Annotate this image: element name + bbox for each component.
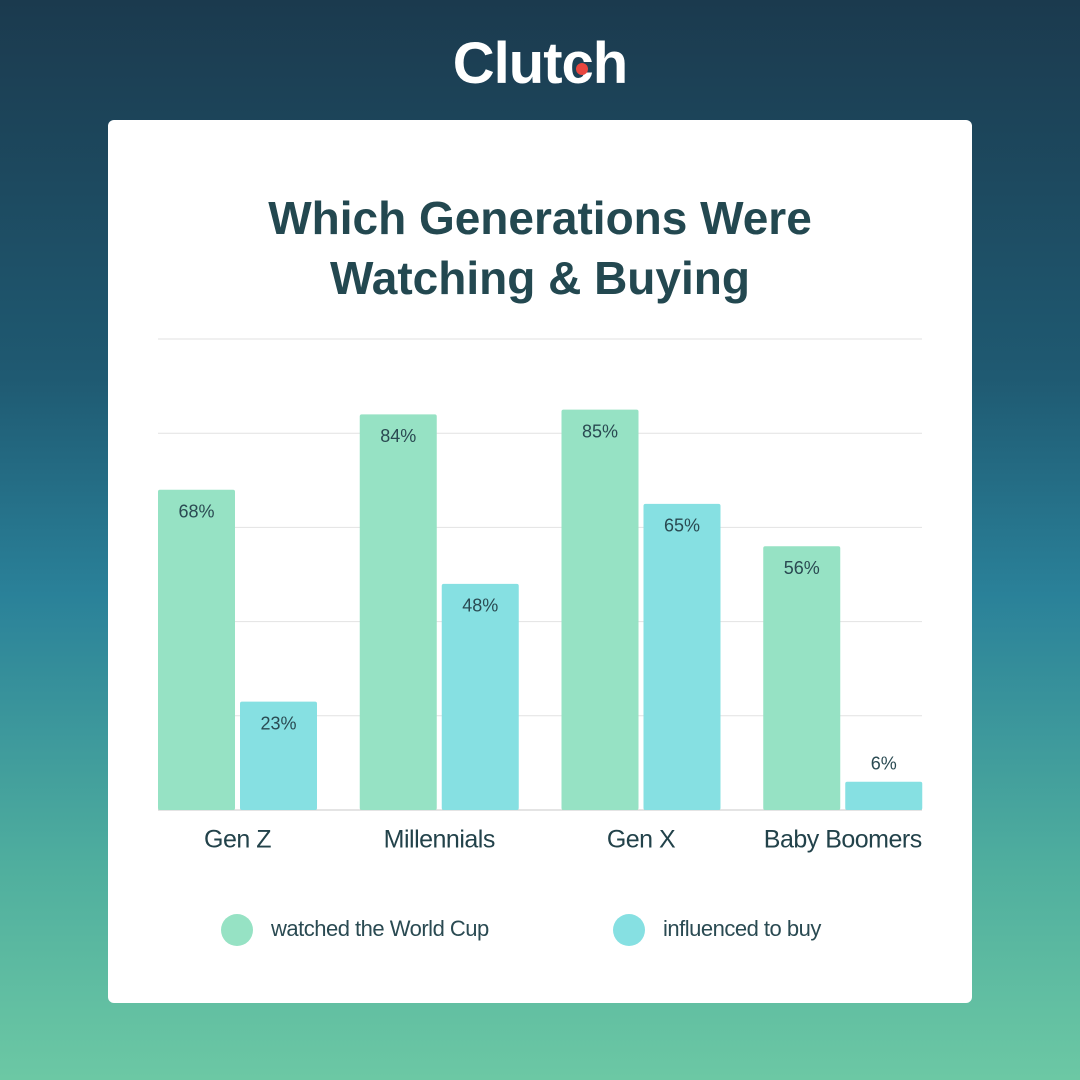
data-label: 68% — [178, 501, 214, 521]
data-label: 85% — [582, 421, 618, 441]
bar — [561, 409, 639, 810]
bar — [158, 489, 235, 810]
chart: 68% 23% Gen Z 84% 48% Millennials 85% 65% Gen X 5… — [158, 338, 923, 946]
data-label: 65% — [664, 516, 700, 536]
bar — [359, 414, 437, 810]
data-label: 23% — [260, 713, 296, 733]
x-tick-label: Gen Z — [204, 826, 271, 854]
x-tick-label: Baby Boomers — [764, 826, 922, 854]
bar — [441, 583, 519, 810]
brand-logo: Clutch — [452, 31, 628, 96]
bar — [643, 503, 721, 810]
data-label: 56% — [784, 558, 820, 578]
title-wrap: Which Generations Were Watching & Buying — [108, 188, 972, 308]
legend-label: influenced to buy — [663, 916, 821, 941]
legend-label: watched the World Cup — [270, 916, 489, 941]
chart-title: Which Generations Were Watching & Buying — [268, 192, 812, 304]
card: Which Generations Were Watching & Buying… — [108, 120, 972, 1003]
bar — [845, 781, 923, 810]
data-label: 84% — [380, 426, 416, 446]
data-label: 6% — [871, 753, 897, 773]
bar — [763, 546, 841, 810]
data-label: 48% — [462, 596, 498, 616]
x-tick-label: Millennials — [384, 826, 495, 854]
legend-marker — [613, 914, 645, 946]
legend-marker — [221, 914, 253, 946]
x-tick-label: Gen X — [607, 826, 676, 854]
bar — [240, 701, 317, 810]
